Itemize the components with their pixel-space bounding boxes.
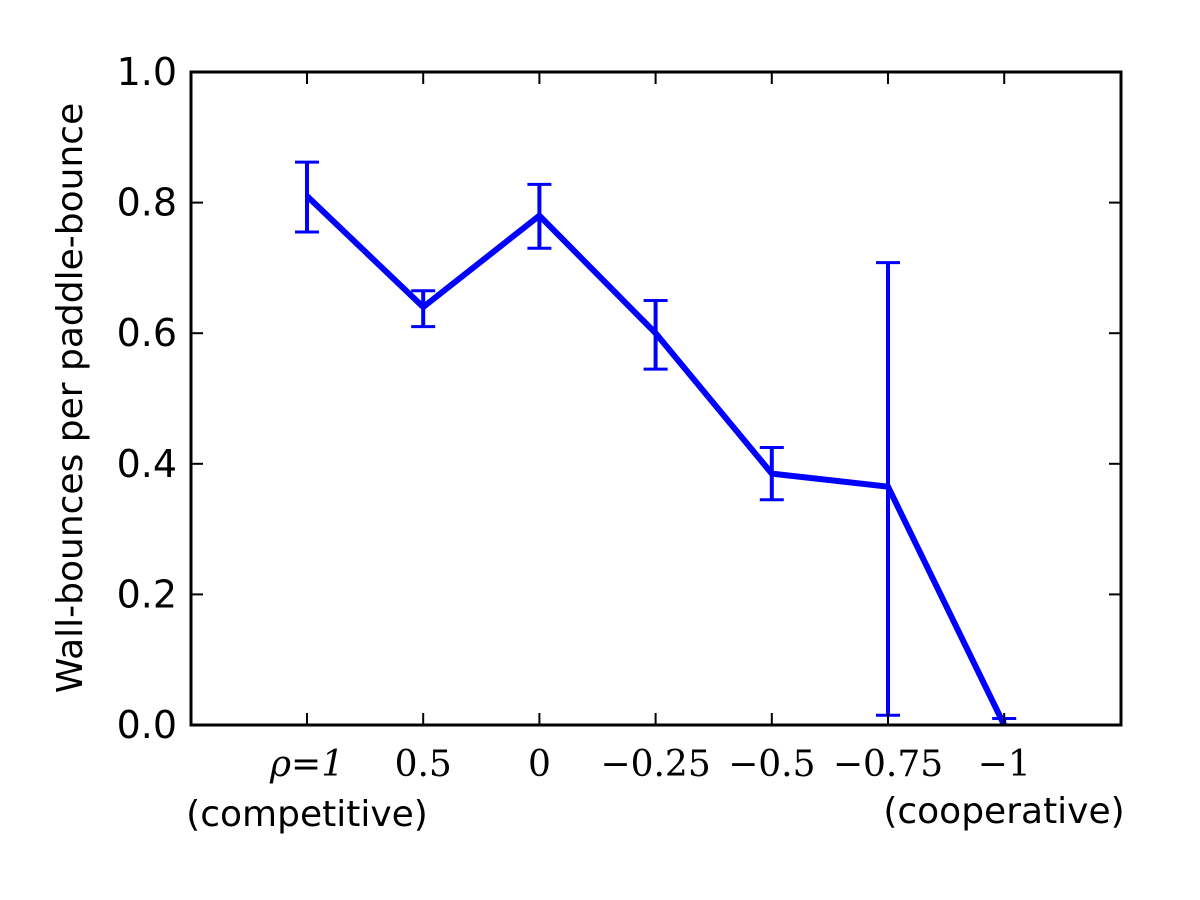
x-tick-label: −0.25	[600, 744, 710, 785]
y-tick-label: 0.0	[117, 703, 177, 747]
x-tick-label: ρ=1	[269, 744, 344, 785]
y-tick-label: 0.2	[117, 572, 177, 616]
x-annotation-competitive: (competitive)	[186, 794, 428, 835]
y-tick-label: 1.0	[117, 50, 177, 94]
y-tick-label: 0.8	[117, 181, 177, 225]
x-annotation-cooperative: (cooperative)	[883, 791, 1124, 832]
y-tick-label: 0.4	[117, 442, 177, 486]
ticks-layer: 0.0 0.2 0.4 0.6 0.8 1.0 ρ=1 0.5 0 −0.25 −0.5 −0.75−…	[117, 50, 1121, 785]
plot-area-frame	[189, 70, 1123, 727]
x-tick-label: −0.5	[728, 744, 815, 785]
marks-layer	[295, 160, 1017, 727]
x-tick-label: 0	[528, 744, 551, 785]
x-tick-label: 0.5	[395, 744, 452, 785]
series-line	[304, 193, 1007, 727]
y-axis-label: Wall-bounces per paddle-bounce	[50, 103, 91, 693]
x-tick-label: −1	[978, 744, 1031, 785]
y-tick-label: 0.6	[117, 311, 177, 355]
x-tick-label: −0.75	[833, 744, 943, 785]
